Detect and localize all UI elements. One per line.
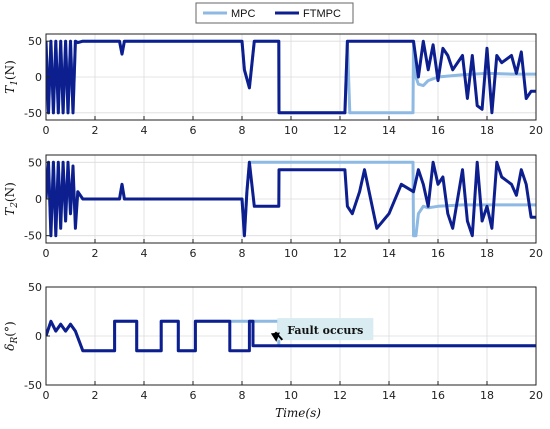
x-tick-label: 14: [382, 247, 396, 260]
legend: MPC FTMPC: [196, 3, 353, 23]
y-axis-label-main: δ: [3, 343, 17, 350]
y-tick-label: 0: [35, 71, 42, 84]
y-axis-label: T2(N): [3, 182, 20, 216]
x-tick-label: 20: [529, 389, 543, 402]
legend-label-ftmpc: FTMPC: [303, 8, 341, 20]
x-tick-label: 0: [43, 389, 50, 402]
x-tick-label: 18: [480, 389, 494, 402]
x-tick-label: 2: [92, 124, 99, 137]
x-tick-label: 10: [284, 247, 298, 260]
x-tick-label: 8: [239, 124, 246, 137]
x-tick-label: 14: [382, 124, 396, 137]
x-tick-label: 16: [431, 389, 445, 402]
x-tick-label: 2: [92, 247, 99, 260]
y-axis-label-unit: (N): [3, 182, 17, 202]
x-tick-label: 12: [333, 124, 347, 137]
x-tick-label: 4: [141, 247, 148, 260]
y-tick-label: 50: [28, 35, 42, 48]
x-tick-label: 8: [239, 389, 246, 402]
x-tick-label: 16: [431, 124, 445, 137]
annotation-label: Fault occurs: [287, 324, 363, 337]
x-tick-label: 6: [190, 389, 197, 402]
x-tick-label: 16: [431, 247, 445, 260]
x-tick-label: 4: [141, 124, 148, 137]
y-tick-label: 0: [35, 193, 42, 206]
y-axis-label-unit: (N): [3, 60, 17, 80]
y-axis-label: δR(°): [3, 321, 20, 350]
y-tick-label: -50: [24, 107, 42, 120]
legend-label-mpc: MPC: [231, 8, 256, 20]
x-tick-label: 8: [239, 247, 246, 260]
y-tick-label: 50: [28, 281, 42, 294]
x-tick-label: 20: [529, 247, 543, 260]
y-axis-label: T1(N): [3, 60, 20, 94]
x-tick-label: 12: [333, 247, 347, 260]
x-tick-label: 12: [333, 389, 347, 402]
y-axis-label-unit: (°): [3, 321, 17, 336]
x-tick-label: 18: [480, 124, 494, 137]
x-tick-label: 18: [480, 247, 494, 260]
y-tick-label: 0: [35, 330, 42, 343]
y-tick-label: -50: [24, 230, 42, 243]
x-tick-label: 6: [190, 247, 197, 260]
x-tick-label: 10: [284, 389, 298, 402]
y-tick-label: -50: [24, 379, 42, 392]
x-tick-label: 0: [43, 124, 50, 137]
x-tick-label: 20: [529, 124, 543, 137]
x-tick-label: 10: [284, 124, 298, 137]
x-tick-label: 4: [141, 389, 148, 402]
x-tick-label: 6: [190, 124, 197, 137]
x-axis-label: Time(s): [275, 406, 321, 420]
y-tick-label: 50: [28, 156, 42, 169]
x-tick-label: 0: [43, 247, 50, 260]
x-tick-label: 14: [382, 389, 396, 402]
x-tick-label: 2: [92, 389, 99, 402]
